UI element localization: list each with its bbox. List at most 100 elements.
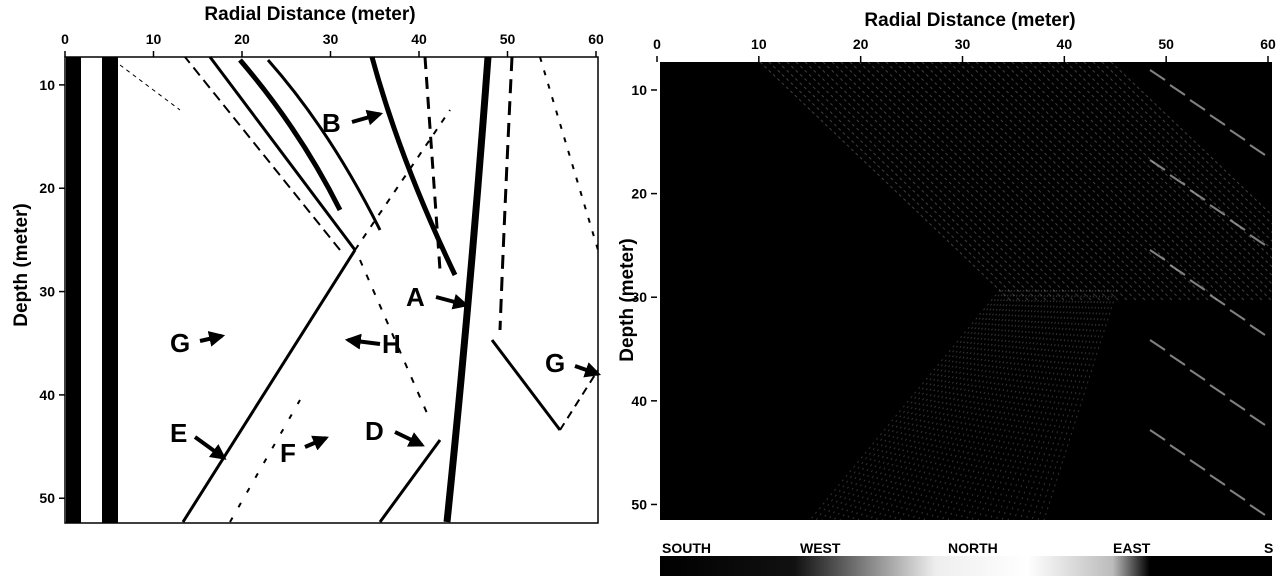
y-tick-label: 10 (631, 82, 647, 98)
right-image (660, 61, 1284, 576)
y-tick-label: 40 (39, 387, 55, 403)
y-tick-label: 20 (39, 180, 55, 196)
texture (1149, 249, 1166, 261)
texture (1043, 289, 1118, 521)
direction-label: SOUTH (662, 540, 711, 556)
x-tick-label: 20 (234, 31, 250, 47)
texture (1013, 289, 1103, 521)
x-tick-label: 40 (1057, 36, 1073, 52)
texture (941, 289, 1067, 521)
annotation: D (365, 416, 384, 446)
x-tick-label: 40 (411, 31, 427, 47)
x-tick-label: 10 (146, 31, 162, 47)
texture (1169, 174, 1186, 186)
texture (1031, 289, 1112, 521)
texture (917, 289, 1055, 521)
annotation: E (170, 418, 187, 448)
x-tick-label: 0 (653, 36, 661, 52)
texture (965, 289, 1079, 521)
annotation: G (170, 328, 190, 358)
x-tick-label: 60 (1260, 36, 1276, 52)
texture (1209, 114, 1226, 126)
annotation: A (406, 282, 425, 312)
texture (1249, 504, 1266, 516)
x-axis-title: Radial Distance (meter) (864, 10, 1075, 31)
texture (1189, 99, 1206, 111)
y-tick-label: 30 (39, 284, 55, 300)
texture (1209, 384, 1226, 396)
texture (1229, 309, 1246, 321)
texture (827, 289, 1010, 521)
texture (1149, 339, 1166, 351)
texture (1229, 399, 1246, 411)
x-tick-label: 60 (588, 31, 604, 47)
left-image (64, 56, 602, 524)
texture (875, 289, 1034, 521)
texture (1169, 354, 1186, 366)
texture (1169, 264, 1186, 276)
texture (1037, 289, 1115, 521)
annotation: B (322, 108, 341, 138)
annotation: H (382, 329, 401, 359)
y-tick-label: 40 (631, 393, 647, 409)
texture (1149, 159, 1166, 171)
texture (1249, 144, 1266, 156)
x-tick-label: 50 (1158, 36, 1174, 52)
annotation: G (545, 348, 565, 378)
texture (1249, 414, 1266, 426)
texture (1149, 69, 1166, 81)
texture (821, 289, 1007, 521)
direction-label: EAST (1113, 540, 1151, 556)
texture (977, 289, 1085, 521)
axes: Radial Distance (meter) Depth (meter) 0 10 2… (11, 4, 1276, 556)
texture (1249, 324, 1266, 336)
texture (881, 289, 1037, 521)
texture (887, 289, 1040, 521)
texture (863, 289, 1028, 521)
texture (815, 289, 1004, 521)
direction-label: WEST (800, 540, 841, 556)
y-axis-title: Depth (meter) (617, 238, 638, 362)
texture (1189, 189, 1206, 201)
texture (833, 289, 1013, 521)
annotations: B A G H E F D G (170, 108, 565, 468)
texture (1229, 219, 1246, 231)
texture (953, 289, 1073, 521)
x-tick-label: 0 (61, 31, 69, 47)
texture (839, 289, 1016, 521)
annotation: F (280, 438, 296, 468)
texture (947, 289, 1070, 521)
texture (1229, 129, 1246, 141)
x-axis-title: Radial Distance (meter) (204, 4, 415, 25)
texture (1019, 289, 1106, 521)
y-axis-title: Depth (meter) (11, 203, 32, 327)
x-tick-label: 30 (323, 31, 339, 47)
direction-label: NORTH (948, 540, 998, 556)
texture (1229, 489, 1246, 501)
x-tick-label: 20 (853, 36, 869, 52)
y-tick-label: 50 (39, 490, 55, 506)
texture (935, 289, 1064, 521)
y-tick-label: 20 (631, 186, 647, 202)
y-tick-label: 50 (631, 496, 647, 512)
texture (929, 289, 1061, 521)
x-tick-label: 10 (751, 36, 767, 52)
direction-label: S (1264, 540, 1273, 556)
texture (1209, 204, 1226, 216)
x-tick-label: 50 (500, 31, 516, 47)
texture (1209, 474, 1226, 486)
y-tick-label: 30 (631, 289, 647, 305)
texture (1249, 234, 1266, 246)
x-tick-label: 30 (955, 36, 971, 52)
texture (1189, 369, 1206, 381)
texture (1169, 444, 1186, 456)
texture (911, 289, 1052, 521)
texture (1189, 279, 1206, 291)
texture (959, 289, 1076, 521)
texture (809, 289, 1001, 521)
texture (1149, 429, 1166, 441)
texture (983, 289, 1088, 521)
texture (1189, 459, 1206, 471)
texture (971, 289, 1082, 521)
